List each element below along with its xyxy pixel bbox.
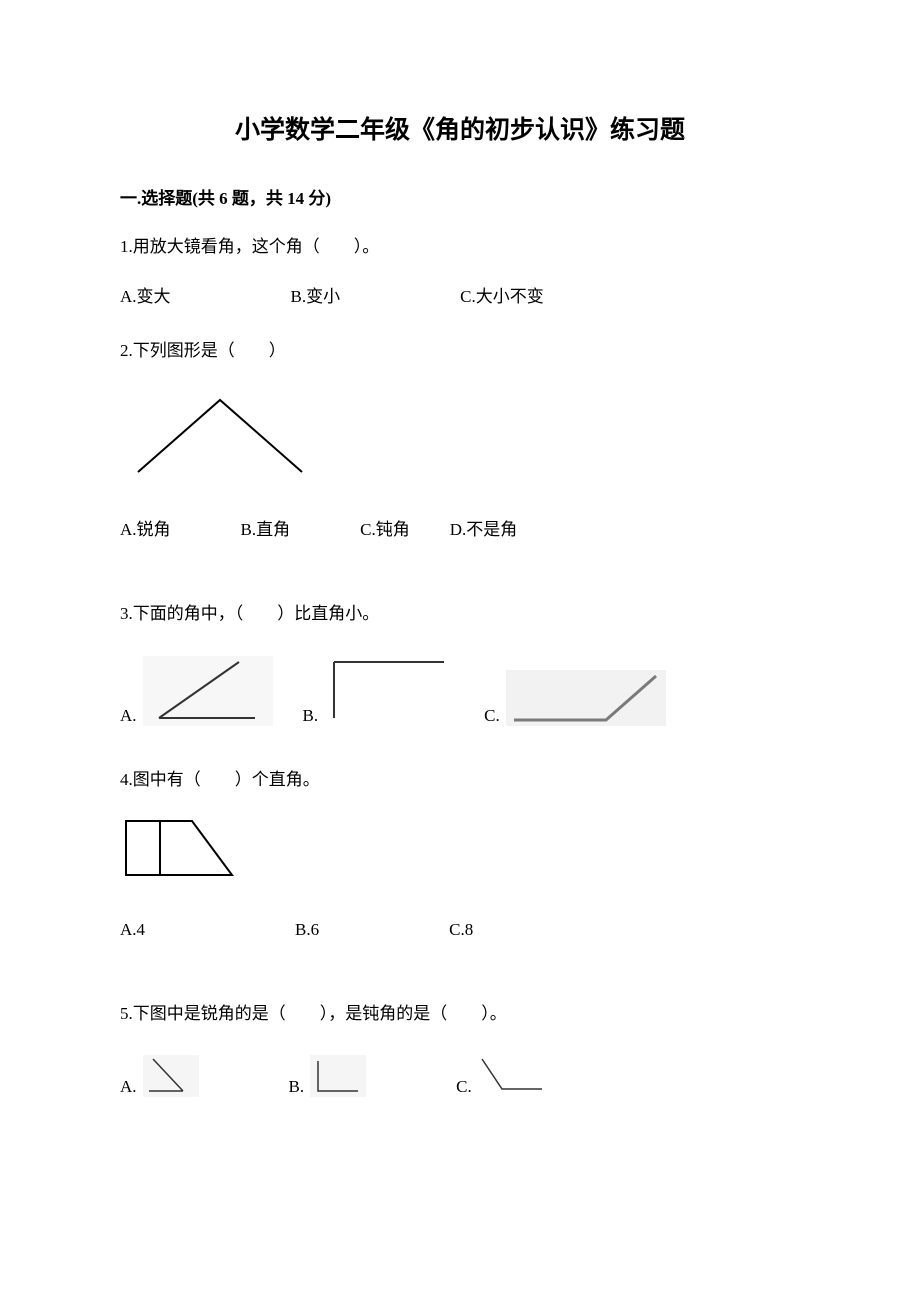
q4-option-a: A.4 [120,920,145,940]
obtuse-angle-icon [120,386,320,476]
q1-option-b: B.变小 [291,282,341,307]
q5-option-a: A. [120,1055,199,1097]
question-5: 5.下图中是锐角的是（ ），是钝角的是（ ）。 [120,1000,800,1027]
section-heading: 一.选择题(共 6 题，共 14 分) [120,184,800,209]
q3-label-a: A. [120,706,137,726]
q3-option-a: A. [120,656,273,726]
q5-option-b: B. [289,1055,367,1097]
q4-option-c: C.8 [449,920,473,940]
q5-label-b: B. [289,1077,305,1097]
question-1-options: A.变大 B.变小 C.大小不变 [120,282,800,307]
q4-figure [120,815,800,886]
q5-option-c: C. [456,1055,548,1097]
q2-option-c: C.钝角 [360,515,410,540]
question-2-options: A.锐角 B.直角 C.钝角 D.不是角 [120,515,800,540]
right-angle-icon [310,1055,366,1097]
q2-option-b: B.直角 [241,515,291,540]
question-3: 3.下面的角中，（ ）比直角小。 [120,600,800,627]
question-4: 4.图中有（ ）个直角。 [120,766,800,793]
acute-angle-icon [143,656,273,726]
q3-label-c: C. [484,706,500,726]
trapezoid-shape-icon [120,815,240,881]
q5-label-c: C. [456,1077,472,1097]
q1-option-a: A.变大 [120,282,171,307]
q3-option-b: B. [303,656,455,726]
q2-option-d: D.不是角 [450,515,518,540]
q2-figure [120,386,800,481]
q1-option-c: C.大小不变 [460,282,544,307]
obtuse-angle-icon [506,670,666,726]
q3-label-b: B. [303,706,319,726]
question-1: 1.用放大镜看角，这个角（ ）。 [120,233,800,260]
q2-option-a: A.锐角 [120,515,171,540]
obtuse-angle-icon [478,1055,548,1097]
page-title: 小学数学二年级《角的初步认识》练习题 [120,110,800,146]
question-2: 2.下列图形是（ ） [120,337,800,364]
question-5-options: A. B. C. [120,1055,800,1097]
question-3-options: A. B. C. [120,656,800,726]
q5-label-a: A. [120,1077,137,1097]
q4-option-b: B.6 [295,920,319,940]
q3-option-c: C. [484,670,666,726]
question-4-options: A.4 B.6 C.8 [120,920,800,940]
right-angle-icon [324,656,454,726]
acute-angle-icon [143,1055,199,1097]
